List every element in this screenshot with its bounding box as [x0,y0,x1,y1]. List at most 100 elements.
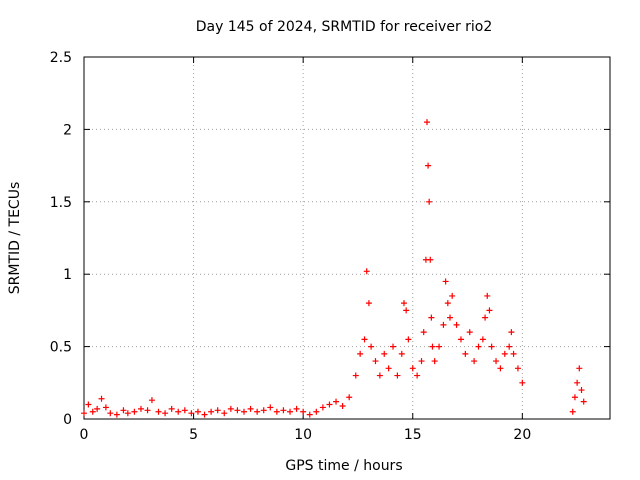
x-tick-label: 10 [294,427,312,443]
data-point [319,404,326,411]
data-point [368,343,375,350]
data-point [440,321,447,328]
y-tick-label: 0.5 [50,340,72,356]
x-tick-label: 20 [513,427,531,443]
data-point [85,401,92,408]
data-point [155,408,162,415]
data-point [181,407,188,414]
y-tick-label: 1.5 [50,195,72,211]
data-point [428,314,435,321]
data-point [124,410,131,417]
data-point [313,408,320,415]
data-point [475,343,482,350]
data-point [571,394,578,401]
plot-frame [83,56,611,420]
data-point [405,336,412,343]
data-point [365,300,372,307]
data-point [81,410,87,417]
data-point [120,407,127,414]
data-point [466,329,473,336]
data-point [293,405,300,412]
data-point [414,372,421,379]
data-point [426,198,433,205]
data-point [137,405,144,412]
data-point [506,343,513,350]
data-point [89,408,96,415]
data-point [398,350,405,357]
data-point [162,410,169,417]
data-point [442,278,449,285]
y-tick-label: 1 [63,267,72,283]
data-point [400,300,407,307]
data-point [102,404,109,411]
data-point [394,372,401,379]
x-tick-label: 0 [80,427,89,443]
data-point [418,358,425,365]
data-point [576,365,583,372]
data-point [436,343,443,350]
data-point [444,300,451,307]
data-point [376,372,383,379]
data-point [234,407,241,414]
x-axis-label: GPS time / hours [285,458,402,474]
data-point [107,410,114,417]
data-point [569,408,576,415]
data-point [574,379,581,386]
data-point [497,365,504,372]
data-point [425,162,432,169]
y-tick-label: 2 [63,122,72,138]
data-point [508,329,515,336]
grid-lines [84,57,610,419]
data-point [194,408,201,415]
y-axis-label: SRMTID / TECUs [7,182,23,295]
data-point [208,408,215,415]
data-point [578,387,585,394]
data-point [514,365,521,372]
data-point [420,329,427,336]
data-point [144,407,151,414]
data-point [254,408,261,415]
data-point [148,397,155,404]
data-point [357,350,364,357]
data-point [519,379,526,386]
data-point [484,292,491,299]
data-point [188,410,195,417]
data-point [240,408,247,415]
data-point [287,408,294,415]
data-point [227,405,234,412]
x-tick-label: 15 [404,427,422,443]
data-point [175,408,182,415]
data-point [168,405,175,412]
data-point [94,405,101,412]
data-point [423,119,430,126]
data-point [247,405,254,412]
data-point [267,404,274,411]
data-point [273,408,280,415]
chart-title: Day 145 of 2024, SRMTID for receiver rio… [196,19,493,35]
data-point [501,350,508,357]
data-point [201,411,208,418]
data-point [510,350,517,357]
data-point [361,336,368,343]
data-point [479,336,486,343]
data-point [339,402,346,409]
data-point [409,365,416,372]
data-point [449,292,456,299]
data-point [280,407,287,414]
data-point [381,350,388,357]
data-point [326,401,333,408]
data-point [300,408,307,415]
data-point [98,395,105,402]
data-point [221,410,228,417]
data-point [493,358,500,365]
data-points [81,119,587,418]
data-point [429,343,436,350]
data-point [390,343,397,350]
data-point [385,365,392,372]
data-point [482,314,489,321]
data-point [333,398,340,405]
data-point [486,307,493,314]
y-tick-label: 0 [63,412,72,428]
